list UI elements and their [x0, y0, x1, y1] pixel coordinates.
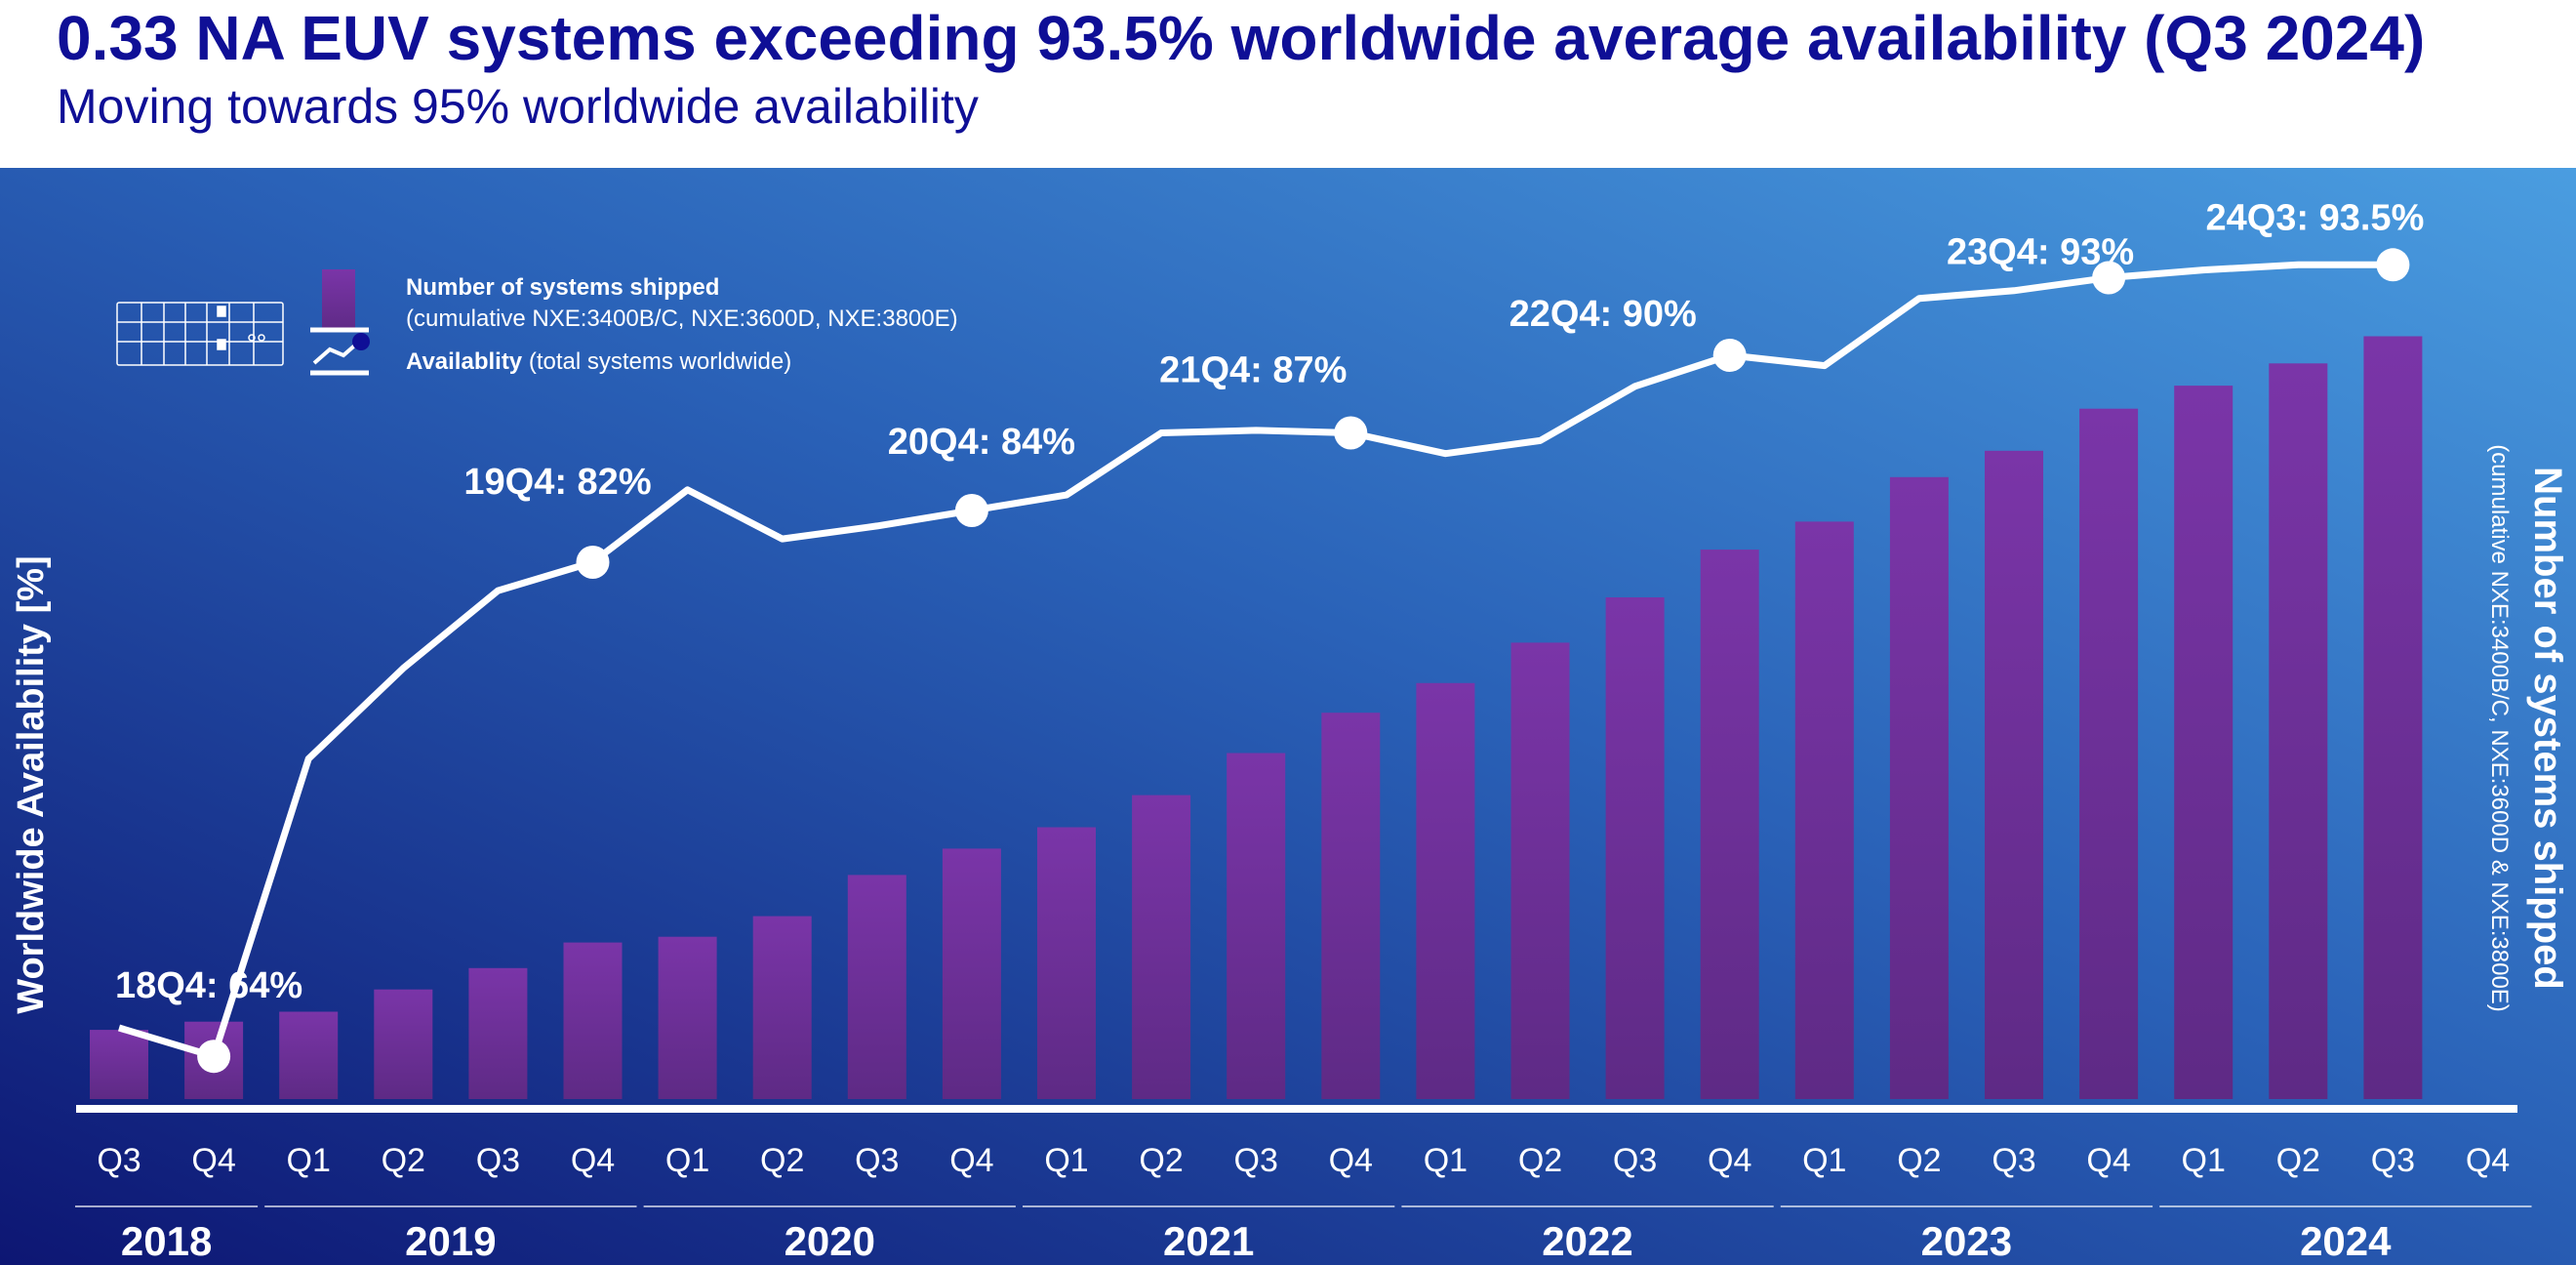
legend-line-label: Availablity (total systems worldwide): [406, 348, 791, 375]
x-tick-label: Q2: [382, 1142, 425, 1179]
bar-2019-q1: [279, 1011, 339, 1099]
x-tick-label: Q4: [2466, 1142, 2510, 1179]
x-tick-label: Q4: [949, 1142, 993, 1179]
legend: Number of systems shipped (cumulative NX…: [116, 269, 958, 376]
annotation-group: 18Q4: 64% 19Q4: 82% 20Q4: 84% 21Q4: 87% 22Q4…: [115, 197, 2424, 1074]
y-axis-right-label: Number of systems shipped: [2526, 467, 2569, 990]
bar-2019-q2: [374, 989, 433, 1099]
x-tick-label: Q4: [571, 1142, 615, 1179]
x-tick-label: Q3: [1613, 1142, 1657, 1179]
bar-2020-q3: [847, 875, 906, 1099]
year-label: 2020: [785, 1218, 875, 1264]
year-label: 2023: [1921, 1218, 2012, 1264]
bar-2021-q2: [1132, 795, 1191, 1099]
bar-2024-q3: [2363, 336, 2423, 1099]
x-tick-label: Q4: [2086, 1142, 2130, 1179]
legend-line-swatch: [312, 340, 361, 365]
year-label: 2022: [1542, 1218, 1632, 1264]
bar-2021-q3: [1227, 753, 1286, 1099]
year-label: 2018: [121, 1218, 212, 1264]
bar-2022-q1: [1416, 682, 1475, 1099]
y-axis-left-label: Worldwide Availability [%]: [11, 555, 52, 1013]
bar-2022-q2: [1510, 642, 1570, 1099]
x-tick-label: Q1: [2182, 1142, 2226, 1179]
bar-2022-q4: [1700, 550, 1759, 1099]
bar-2023-q1: [1794, 521, 1854, 1099]
x-tick-label: Q3: [1992, 1142, 2035, 1179]
bar-2022-q3: [1605, 597, 1665, 1099]
page-title: 0.33 NA EUV systems exceeding 93.5% worl…: [57, 3, 2426, 73]
bar-2024-q1: [2174, 386, 2234, 1100]
year-label: 2019: [405, 1218, 496, 1264]
bar-2023-q4: [2079, 408, 2139, 1099]
availability-annotation-label: 22Q4: 90%: [1509, 294, 1697, 335]
x-tick-label: Q1: [287, 1142, 331, 1179]
availability-annotation-label: 21Q4: 87%: [1159, 350, 1347, 391]
x-tick-label: Q1: [665, 1142, 709, 1179]
availability-annotation-label: 20Q4: 84%: [888, 422, 1075, 463]
bar-2021-q1: [1037, 827, 1096, 1099]
bar-2019-q4: [563, 942, 623, 1099]
x-tick-label: Q2: [760, 1142, 804, 1179]
bar-2023-q2: [1889, 476, 1949, 1099]
year-label: 2021: [1163, 1218, 1254, 1264]
x-tick-label: Q4: [1708, 1142, 1751, 1179]
availability-chart: 18Q4: 64% 19Q4: 82% 20Q4: 84% 21Q4: 87% 22Q4…: [0, 168, 2576, 1265]
availability-marker-17: [1712, 339, 1747, 372]
bar-2023-q3: [1985, 450, 2043, 1099]
y-axis-right-sublabel: (cumulative NXE:3400B/C, NXE:3600D & NXE…: [2486, 444, 2513, 1012]
availability-marker-24: [2376, 248, 2410, 282]
x-tick-label: Q1: [1424, 1142, 1468, 1179]
euv-system-icon: [116, 302, 284, 366]
legend-bars-title: Number of systems shipped: [406, 274, 719, 301]
page-subtitle: Moving towards 95% worldwide availabilit…: [57, 79, 979, 134]
bar-2021-q4: [1321, 713, 1381, 1099]
bar-2020-q2: [752, 916, 812, 1099]
availability-annotation-label: 24Q3: 93.5%: [2205, 197, 2424, 238]
legend-bars-subtitle: (cumulative NXE:3400B/C, NXE:3600D, NXE:…: [406, 306, 958, 332]
x-axis-labels: Q3 Q4 Q1 Q2 Q3 Q4 Q1 Q2 Q3 Q4 Q1 Q2 Q3 Q4 Q1 Q2 Q3 Q4 Q1 Q2…: [75, 1142, 2532, 1264]
legend-line-gap: [522, 348, 529, 375]
bar-2020-q4: [942, 848, 1001, 1099]
x-tick-label: Q3: [855, 1142, 899, 1179]
bar-2019-q3: [468, 967, 528, 1099]
x-tick-label: Q1: [1802, 1142, 1846, 1179]
x-tick-label: Q2: [1518, 1142, 1562, 1179]
legend-line-title: Availablity: [406, 348, 523, 375]
x-tick-label: Q3: [97, 1142, 141, 1179]
x-tick-label: Q2: [1139, 1142, 1183, 1179]
availability-marker-5: [576, 546, 610, 579]
availability-marker-13: [1334, 416, 1368, 450]
availability-line-group: [117, 261, 2394, 1060]
availability-marker-21: [2092, 261, 2126, 295]
bar-2024-q2: [2269, 363, 2328, 1099]
legend-line-marker: [352, 333, 370, 350]
x-tick-label: Q2: [2276, 1142, 2320, 1179]
availability-annotation-label: 18Q4: 64%: [115, 965, 302, 1006]
x-tick-label: Q1: [1044, 1142, 1088, 1179]
x-tick-label: Q3: [2371, 1142, 2415, 1179]
legend-bar-swatch: [322, 269, 355, 332]
x-tick-label: Q2: [1897, 1142, 1941, 1179]
availability-marker-9: [954, 494, 988, 527]
x-tick-label: Q4: [1329, 1142, 1373, 1179]
availability-line: [117, 261, 2394, 1060]
bars-group: [90, 336, 2423, 1100]
bar-2020-q1: [658, 936, 717, 1099]
x-tick-label: Q3: [476, 1142, 520, 1179]
availability-annotation-label: 19Q4: 82%: [463, 462, 651, 503]
x-tick-label: Q3: [1234, 1142, 1278, 1179]
bar-2018-q3: [90, 1030, 148, 1099]
availability-annotation-label: 23Q4: 93%: [1947, 232, 2134, 273]
x-tick-label: Q4: [191, 1142, 235, 1179]
availability-marker-1: [197, 1040, 231, 1074]
legend-line-subtitle: (total systems worldwide): [529, 348, 791, 375]
year-label: 2024: [2300, 1218, 2392, 1264]
